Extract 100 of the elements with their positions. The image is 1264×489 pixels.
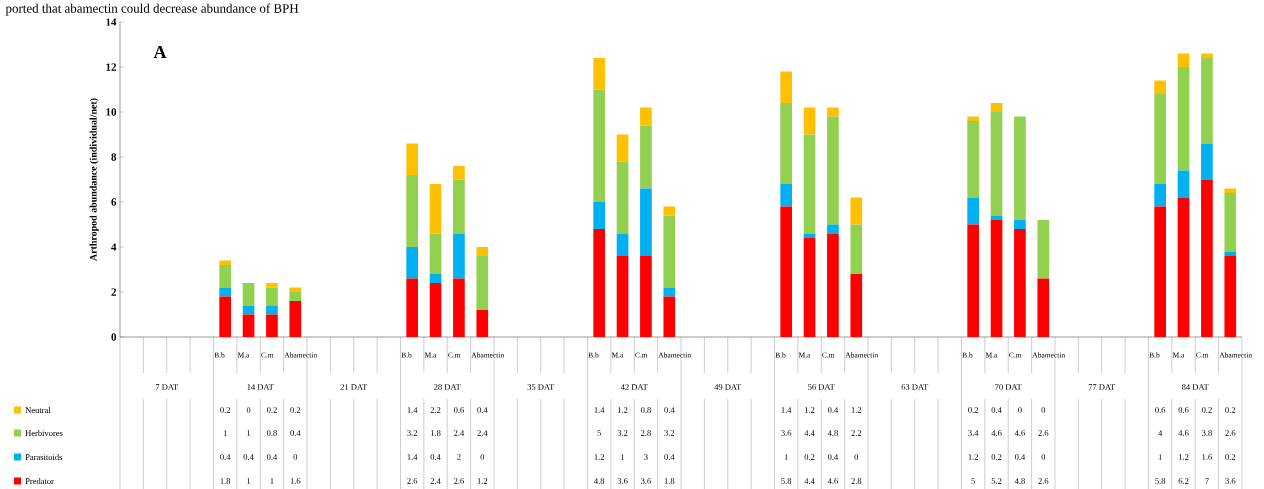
text: 28 DAT [434, 384, 461, 390]
bar [1177, 170, 1190, 198]
bar [616, 134, 629, 162]
data-label: 0.6 [453, 407, 464, 413]
data-label: 4.8 [1014, 478, 1025, 484]
bar [266, 305, 278, 315]
bar [616, 161, 629, 234]
data-label: 1.4 [781, 407, 792, 413]
data-label: 4.6 [827, 478, 838, 484]
y-tick-label: 0 [111, 333, 117, 341]
bar [663, 296, 676, 337]
bar [663, 287, 676, 297]
bar [967, 197, 980, 225]
data-label: 1.2 [594, 454, 604, 460]
bar [1037, 220, 1050, 279]
data-label: 3.2 [664, 430, 675, 436]
bar [429, 233, 442, 274]
bar [219, 260, 232, 265]
data-label: 0 [854, 454, 859, 460]
bar [242, 314, 255, 337]
data-label: 3.2 [617, 430, 628, 436]
data-label: 0.8 [266, 430, 277, 436]
bar [593, 229, 606, 337]
data-label: 4.6 [991, 430, 1002, 436]
data-label: 2.4 [454, 430, 465, 436]
data-label: 1.4 [407, 454, 418, 460]
data-label: 3.6 [1225, 478, 1236, 484]
data-label: 0.4 [827, 454, 839, 460]
bar [803, 134, 816, 234]
data-label: 1.2 [1179, 454, 1189, 460]
data-label: 1.8 [220, 478, 231, 484]
bar [406, 143, 419, 175]
y-tick-label: 6 [111, 198, 117, 206]
data-label: 0.4 [430, 454, 441, 460]
bar [1154, 206, 1167, 337]
data-label: 3.2 [407, 430, 417, 436]
data-label: 0.2 [1201, 407, 1212, 413]
bar [616, 256, 629, 337]
bar [827, 224, 839, 234]
bar [1224, 251, 1237, 256]
data-label: 0.4 [827, 407, 839, 413]
bar [1201, 58, 1213, 144]
bar [429, 283, 442, 337]
bar [1224, 188, 1237, 193]
bar [289, 292, 302, 301]
bar [1177, 197, 1190, 337]
data-label: 1 [784, 454, 788, 460]
bar [219, 296, 232, 337]
bar [453, 166, 465, 180]
bar [476, 247, 489, 256]
data-label: 0 [480, 454, 485, 460]
legend-label: Neutral [25, 407, 51, 413]
data-label: 0.2 [1225, 407, 1236, 413]
bar [1177, 53, 1190, 67]
y-tick-label: 10 [106, 108, 117, 116]
data-label: 1.2 [968, 454, 978, 460]
bar [453, 179, 465, 234]
bar [219, 265, 232, 288]
bar [663, 206, 676, 216]
text: 7 DAT [155, 384, 179, 390]
data-label: 5.2 [991, 478, 1002, 484]
bar [640, 188, 652, 256]
bar [1154, 94, 1167, 184]
data-label: 0 [1041, 407, 1046, 413]
data-label: 4.4 [804, 430, 815, 436]
text: 70 DAT [995, 384, 1022, 390]
text: 49 DAT [714, 384, 742, 390]
bar [1224, 256, 1237, 337]
text: 35 DAT [527, 384, 555, 390]
text: 63 DAT [901, 384, 929, 390]
y-tick-label: 2 [111, 288, 116, 296]
data-label: 0.2 [290, 407, 301, 413]
bar [1154, 80, 1167, 94]
bar [289, 287, 302, 292]
bar [1224, 193, 1237, 252]
data-label: 0 [1041, 454, 1046, 460]
data-label: 0.4 [991, 407, 1002, 413]
text: ported that abamectin could decrease abundance of BPH [5, 3, 299, 16]
data-label: 1 [223, 430, 227, 436]
data-label: 1.4 [594, 407, 605, 413]
bar [406, 247, 419, 279]
text: 84 DAT [1182, 384, 1209, 390]
bar [242, 283, 255, 306]
data-label: 4.6 [1178, 430, 1189, 436]
data-label: 0 [246, 407, 251, 413]
bar [593, 89, 606, 202]
data-label: 2.6 [407, 478, 418, 484]
data-label: 2.4 [477, 430, 488, 436]
data-label: 3.6 [641, 478, 651, 484]
bar [850, 197, 863, 225]
bar [593, 58, 606, 90]
data-label: 1 [247, 478, 251, 484]
data-label: 3.4 [968, 430, 979, 436]
bar [1014, 229, 1026, 337]
legend-label: Herbivores [25, 430, 63, 436]
data-label: 2 [457, 454, 461, 460]
data-label: 1.2 [805, 407, 815, 413]
text: 14 DAT [247, 384, 274, 390]
bar [640, 256, 652, 337]
data-label: 0.2 [991, 454, 1002, 460]
